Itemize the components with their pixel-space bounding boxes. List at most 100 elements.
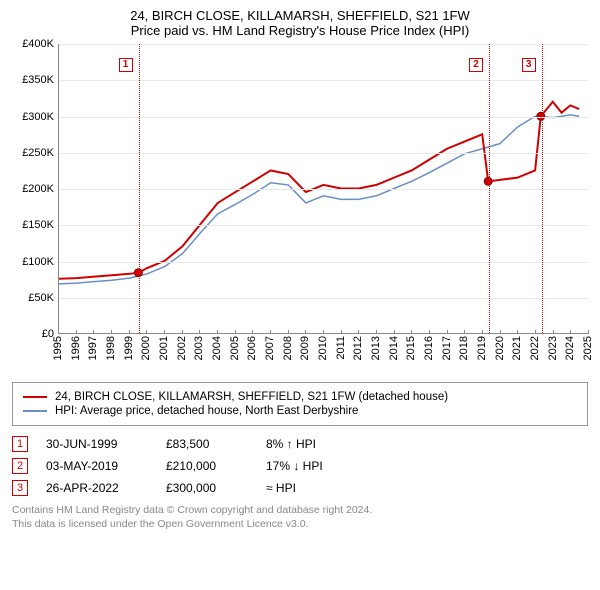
x-tick-mark bbox=[429, 330, 430, 334]
hpi-line bbox=[59, 115, 579, 284]
x-tick-label: 2002 bbox=[176, 336, 188, 360]
event-delta: 17% ↓ HPI bbox=[266, 459, 396, 473]
x-tick-label: 2019 bbox=[476, 336, 488, 360]
x-tick-label: 1996 bbox=[70, 336, 82, 360]
event-marker-box: 1 bbox=[119, 58, 133, 72]
title-block: 24, BIRCH CLOSE, KILLAMARSH, SHEFFIELD, … bbox=[12, 8, 588, 38]
legend-row: HPI: Average price, detached house, Nort… bbox=[23, 405, 577, 417]
x-tick-mark bbox=[76, 330, 77, 334]
x-tick-label: 2017 bbox=[441, 336, 453, 360]
x-tick-mark bbox=[58, 330, 59, 334]
event-price: £300,000 bbox=[166, 481, 266, 495]
x-tick-label: 2021 bbox=[511, 336, 523, 360]
x-tick-mark bbox=[252, 330, 253, 334]
event-delta: ≈ HPI bbox=[266, 481, 396, 495]
footer-attribution: Contains HM Land Registry data © Crown c… bbox=[12, 504, 588, 531]
event-row: 1 30-JUN-1999£83,5008% ↑ HPI bbox=[12, 436, 588, 452]
event-date: 03-MAY-2019 bbox=[46, 459, 166, 473]
y-tick-label: £350K bbox=[22, 74, 54, 86]
x-tick-label: 2022 bbox=[529, 336, 541, 360]
x-tick-mark bbox=[235, 330, 236, 334]
x-tick-mark bbox=[570, 330, 571, 334]
x-tick-label: 2023 bbox=[547, 336, 559, 360]
x-tick-mark bbox=[305, 330, 306, 334]
x-tick-label: 2000 bbox=[140, 336, 152, 360]
x-tick-label: 2006 bbox=[246, 336, 258, 360]
event-delta: 8% ↑ HPI bbox=[266, 437, 396, 451]
x-tick-mark bbox=[588, 330, 589, 334]
legend-box: 24, BIRCH CLOSE, KILLAMARSH, SHEFFIELD, … bbox=[12, 382, 588, 426]
x-tick-mark bbox=[111, 330, 112, 334]
event-date: 26-APR-2022 bbox=[46, 481, 166, 495]
x-tick-label: 2009 bbox=[299, 336, 311, 360]
x-tick-mark bbox=[500, 330, 501, 334]
legend-label: 24, BIRCH CLOSE, KILLAMARSH, SHEFFIELD, … bbox=[55, 391, 448, 403]
x-tick-mark bbox=[535, 330, 536, 334]
x-tick-label: 2018 bbox=[458, 336, 470, 360]
event-vline bbox=[489, 44, 490, 333]
footer-line-1: Contains HM Land Registry data © Crown c… bbox=[12, 504, 588, 518]
price_paid-line bbox=[59, 102, 579, 279]
x-tick-label: 2001 bbox=[158, 336, 170, 360]
x-tick-label: 2005 bbox=[229, 336, 241, 360]
x-tick-mark bbox=[146, 330, 147, 334]
x-tick-mark bbox=[288, 330, 289, 334]
y-axis: £0£50K£100K£150K£200K£250K£300K£350K£400… bbox=[12, 44, 58, 334]
x-tick-label: 2014 bbox=[388, 336, 400, 360]
event-number-box: 1 bbox=[12, 436, 28, 452]
y-tick-label: £50K bbox=[28, 292, 54, 304]
y-tick-label: £400K bbox=[22, 38, 54, 50]
title-subtitle: Price paid vs. HM Land Registry's House … bbox=[12, 23, 588, 38]
x-tick-label: 2015 bbox=[405, 336, 417, 360]
x-tick-label: 1998 bbox=[105, 336, 117, 360]
event-price: £83,500 bbox=[166, 437, 266, 451]
chart-area: £0£50K£100K£150K£200K£250K£300K£350K£400… bbox=[12, 44, 588, 374]
x-tick-label: 2008 bbox=[282, 336, 294, 360]
legend-swatch bbox=[23, 396, 47, 398]
x-tick-mark bbox=[341, 330, 342, 334]
x-tick-label: 2016 bbox=[423, 336, 435, 360]
x-tick-label: 2013 bbox=[370, 336, 382, 360]
x-tick-label: 2012 bbox=[352, 336, 364, 360]
event-price: £210,000 bbox=[166, 459, 266, 473]
x-tick-mark bbox=[464, 330, 465, 334]
x-tick-mark bbox=[217, 330, 218, 334]
x-tick-label: 1997 bbox=[87, 336, 99, 360]
event-marker-box: 2 bbox=[469, 58, 483, 72]
event-row: 326-APR-2022£300,000≈ HPI bbox=[12, 480, 588, 496]
x-tick-label: 2025 bbox=[582, 336, 594, 360]
x-tick-mark bbox=[93, 330, 94, 334]
x-tick-mark bbox=[182, 330, 183, 334]
x-axis: 1995199619971998199920002001200220032004… bbox=[58, 334, 588, 374]
event-date: 30-JUN-1999 bbox=[46, 437, 166, 451]
x-tick-label: 2011 bbox=[335, 336, 347, 360]
y-tick-label: £300K bbox=[22, 111, 54, 123]
x-tick-label: 2020 bbox=[494, 336, 506, 360]
title-address: 24, BIRCH CLOSE, KILLAMARSH, SHEFFIELD, … bbox=[12, 8, 588, 23]
x-tick-label: 2004 bbox=[211, 336, 223, 360]
y-tick-label: £150K bbox=[22, 219, 54, 231]
legend-row: 24, BIRCH CLOSE, KILLAMARSH, SHEFFIELD, … bbox=[23, 391, 577, 403]
footer-line-2: This data is licensed under the Open Gov… bbox=[12, 518, 588, 532]
x-tick-mark bbox=[447, 330, 448, 334]
event-marker-box: 3 bbox=[522, 58, 536, 72]
x-tick-mark bbox=[358, 330, 359, 334]
x-tick-label: 1999 bbox=[123, 336, 135, 360]
y-tick-label: £100K bbox=[22, 256, 54, 268]
x-tick-mark bbox=[164, 330, 165, 334]
x-tick-label: 2007 bbox=[264, 336, 276, 360]
events-table: 1 30-JUN-1999£83,5008% ↑ HPI 2 03-MAY-2019£… bbox=[12, 436, 588, 496]
legend-swatch bbox=[23, 410, 47, 412]
x-tick-mark bbox=[394, 330, 395, 334]
x-tick-mark bbox=[323, 330, 324, 334]
x-tick-mark bbox=[376, 330, 377, 334]
legend-label: HPI: Average price, detached house, Nort… bbox=[55, 405, 358, 417]
y-tick-label: £200K bbox=[22, 183, 54, 195]
event-number-box: 2 bbox=[12, 458, 28, 474]
x-tick-mark bbox=[482, 330, 483, 334]
x-tick-label: 2024 bbox=[564, 336, 576, 360]
event-vline bbox=[542, 44, 543, 333]
x-tick-mark bbox=[411, 330, 412, 334]
y-tick-label: £250K bbox=[22, 147, 54, 159]
x-tick-label: 1995 bbox=[52, 336, 64, 360]
